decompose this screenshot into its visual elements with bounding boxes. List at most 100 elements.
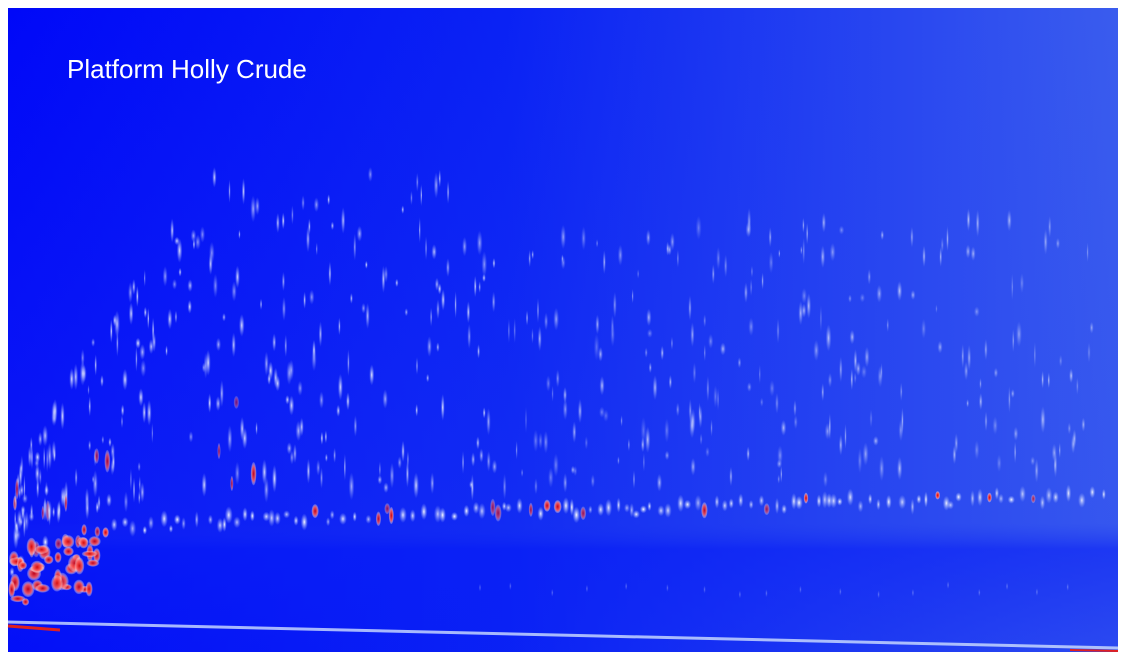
peak — [690, 322, 694, 347]
peak — [572, 421, 576, 443]
peak — [556, 369, 560, 387]
peak — [295, 421, 301, 442]
peak — [170, 218, 174, 243]
peak — [880, 230, 884, 240]
peak — [916, 495, 921, 504]
peak — [227, 425, 232, 452]
peak — [548, 467, 554, 487]
peak — [163, 266, 168, 287]
peak — [114, 310, 120, 337]
peak — [328, 261, 331, 286]
peak — [647, 329, 653, 338]
peak — [850, 368, 853, 390]
peak — [876, 499, 880, 511]
peak — [293, 444, 297, 463]
peak — [966, 244, 971, 258]
peak — [856, 361, 861, 376]
peak — [314, 197, 319, 212]
peak — [436, 299, 440, 319]
peak — [585, 436, 589, 450]
peak — [552, 386, 554, 402]
peak — [63, 486, 66, 509]
peak — [383, 482, 389, 493]
peak — [1102, 489, 1106, 500]
peak — [262, 459, 267, 485]
peak — [724, 254, 728, 277]
peak — [401, 440, 405, 462]
peak — [110, 319, 113, 343]
peak — [19, 518, 23, 526]
peak — [1041, 371, 1044, 389]
peak — [121, 404, 125, 416]
peak — [87, 559, 100, 566]
peak — [588, 505, 592, 513]
peak — [820, 305, 822, 333]
peak — [1040, 406, 1045, 433]
peak — [467, 324, 471, 349]
peak — [628, 438, 630, 451]
peak — [111, 518, 118, 531]
peak — [640, 505, 647, 513]
peak — [839, 588, 841, 596]
peak — [41, 506, 44, 520]
peak — [521, 468, 524, 477]
peak — [431, 244, 436, 259]
peak — [533, 429, 539, 452]
peak — [242, 507, 247, 521]
peak — [416, 173, 419, 192]
peak — [341, 207, 345, 234]
peak — [696, 216, 702, 240]
peak — [781, 420, 787, 436]
peak — [481, 251, 487, 277]
peak — [160, 510, 168, 527]
peak — [8, 581, 15, 598]
peak — [282, 297, 286, 321]
peak — [250, 196, 256, 223]
peak — [613, 292, 617, 319]
peak — [1081, 417, 1085, 431]
peak — [30, 437, 33, 453]
peak — [544, 500, 551, 512]
peak — [806, 293, 811, 319]
peak — [15, 478, 19, 499]
peak — [338, 374, 343, 401]
peak — [325, 453, 328, 462]
peak — [255, 422, 257, 436]
peak — [1030, 456, 1035, 465]
peak — [580, 506, 586, 520]
peak — [195, 511, 199, 528]
peak — [976, 209, 980, 237]
peak — [1067, 583, 1069, 591]
peak — [952, 445, 956, 464]
peak — [1020, 273, 1024, 293]
peak — [135, 346, 137, 372]
peak — [617, 456, 619, 465]
peak — [1090, 322, 1094, 334]
peak — [666, 584, 668, 592]
peak — [230, 476, 233, 491]
peak — [350, 293, 353, 304]
peak — [1013, 427, 1018, 441]
peak — [1089, 486, 1095, 498]
peak — [1019, 486, 1026, 502]
peak — [301, 513, 308, 530]
peak — [55, 538, 62, 549]
peak — [911, 290, 916, 300]
peak — [984, 411, 987, 431]
peak — [987, 493, 992, 503]
peak — [509, 582, 511, 590]
peak — [738, 493, 743, 507]
peak — [268, 509, 275, 526]
peak — [597, 503, 604, 516]
peak — [138, 462, 141, 472]
peak — [478, 503, 486, 519]
peak — [474, 275, 477, 297]
peak — [858, 448, 862, 473]
peak — [603, 410, 609, 422]
peak — [151, 423, 153, 444]
peak — [202, 473, 207, 497]
peak — [581, 226, 586, 250]
peak — [777, 459, 783, 468]
peak — [684, 500, 691, 510]
peak — [657, 474, 662, 492]
